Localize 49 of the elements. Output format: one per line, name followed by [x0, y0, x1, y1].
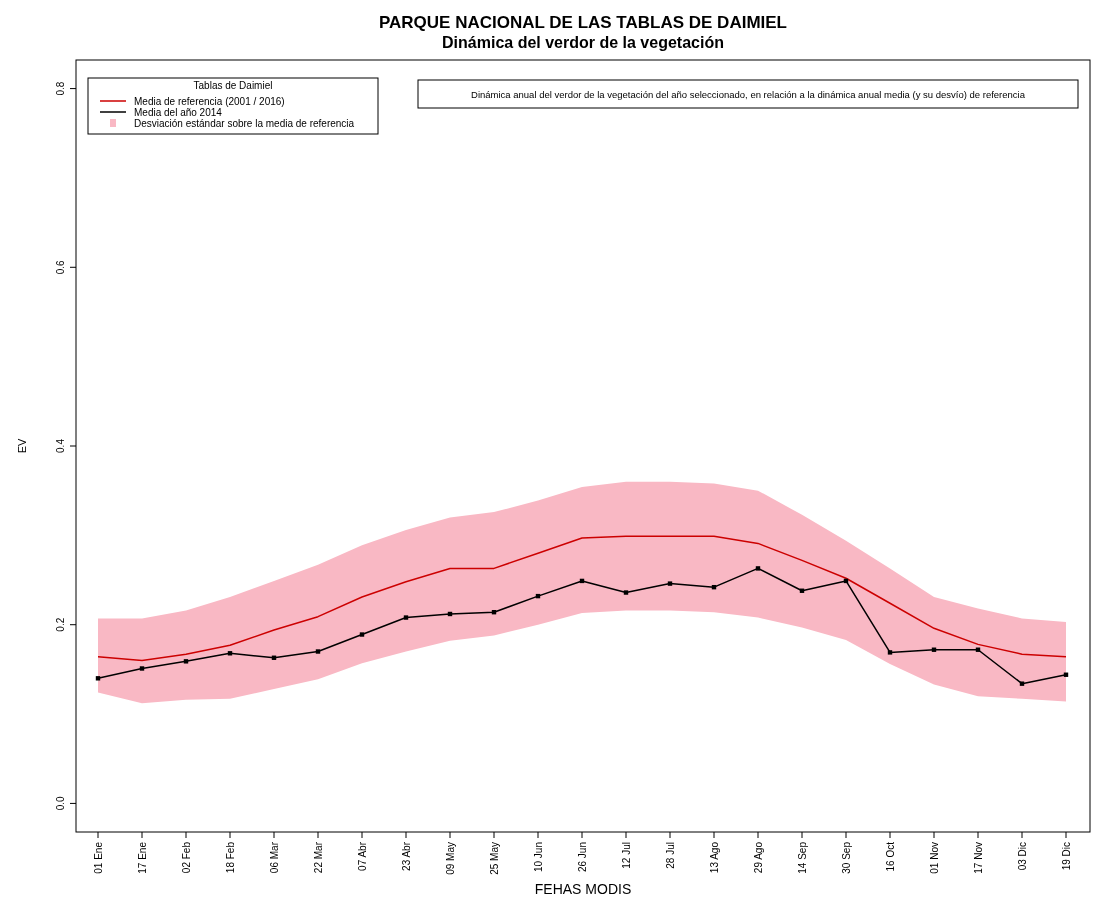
x-tick-label: 06 Mar [269, 841, 280, 874]
x-tick-label: 02 Feb [181, 841, 192, 874]
line-series [97, 535, 1067, 662]
y-tick-label: 0.0 [55, 796, 66, 811]
point [315, 649, 321, 654]
x-tick-label: 26 Jun [577, 842, 588, 873]
x-tick-label: 13 Ago [709, 841, 720, 874]
point [667, 581, 673, 586]
chart-title: PARQUE NACIONAL DE LAS TABLAS DE DAIMIEL [378, 13, 788, 32]
x-tick-label: 28 Jul [665, 842, 676, 869]
x-tick-label: 17 Nov [973, 842, 984, 874]
point [755, 566, 761, 571]
x-tick-label: 10 Jun [533, 842, 544, 873]
x-tick-label: 03 Dic [1017, 842, 1028, 871]
point [183, 659, 189, 664]
y-tick-label: 0.6 [55, 259, 66, 275]
point [887, 650, 893, 655]
x-tick-label: 01 Nov [929, 842, 940, 874]
legend-title: Tablas de Daimiel [193, 80, 273, 91]
x-axis-title: FEHAS MODIS [534, 881, 632, 897]
x-tick-label: 16 Oct [885, 841, 896, 872]
point [95, 676, 101, 681]
point [623, 590, 629, 595]
x-tick-label: 17 Ene [137, 841, 148, 874]
y-tick-label: 0.8 [55, 81, 66, 96]
annotation: Dinámica anual del verdor de la vegetación del año seleccionado, en relación a la dinámica anual media (y su desvío) de referencia [471, 89, 1026, 100]
x-tick-label: 18 Feb [225, 841, 236, 874]
point [403, 615, 409, 620]
point [1019, 681, 1025, 686]
x-tick-label: 07 Abr [357, 841, 368, 871]
legend-label: Media del año 2014 [134, 106, 223, 118]
x-tick-label: 30 Sep [841, 841, 852, 874]
x-tick-label: 12 Jul [621, 842, 632, 869]
y-tick-label: 0.2 [55, 617, 66, 632]
x-tick-label: 14 Sep [797, 841, 808, 874]
annotation: Desviación estándar sobre la media de referencia [134, 117, 355, 129]
x-tick-label: 23 Abr [401, 841, 412, 871]
x-tick-label: 22 Mar [313, 841, 324, 874]
legend-label: Media de referencia (2001 / 2016) [134, 95, 285, 107]
x-tick-label: 01 Ene [93, 841, 104, 874]
chart-subtitle: Dinámica del verdor de la vegetación [442, 34, 724, 51]
x-tick-label: 25 May [489, 842, 500, 875]
x-tick-label: 09 May [445, 842, 456, 875]
point [359, 632, 365, 637]
y-axis-title: EV [16, 438, 28, 454]
x-tick-label: 19 Dic [1061, 842, 1072, 871]
x-tick-label: 29 Ago [753, 841, 764, 874]
point [139, 666, 145, 671]
y-tick-label: 0.4 [55, 438, 66, 453]
